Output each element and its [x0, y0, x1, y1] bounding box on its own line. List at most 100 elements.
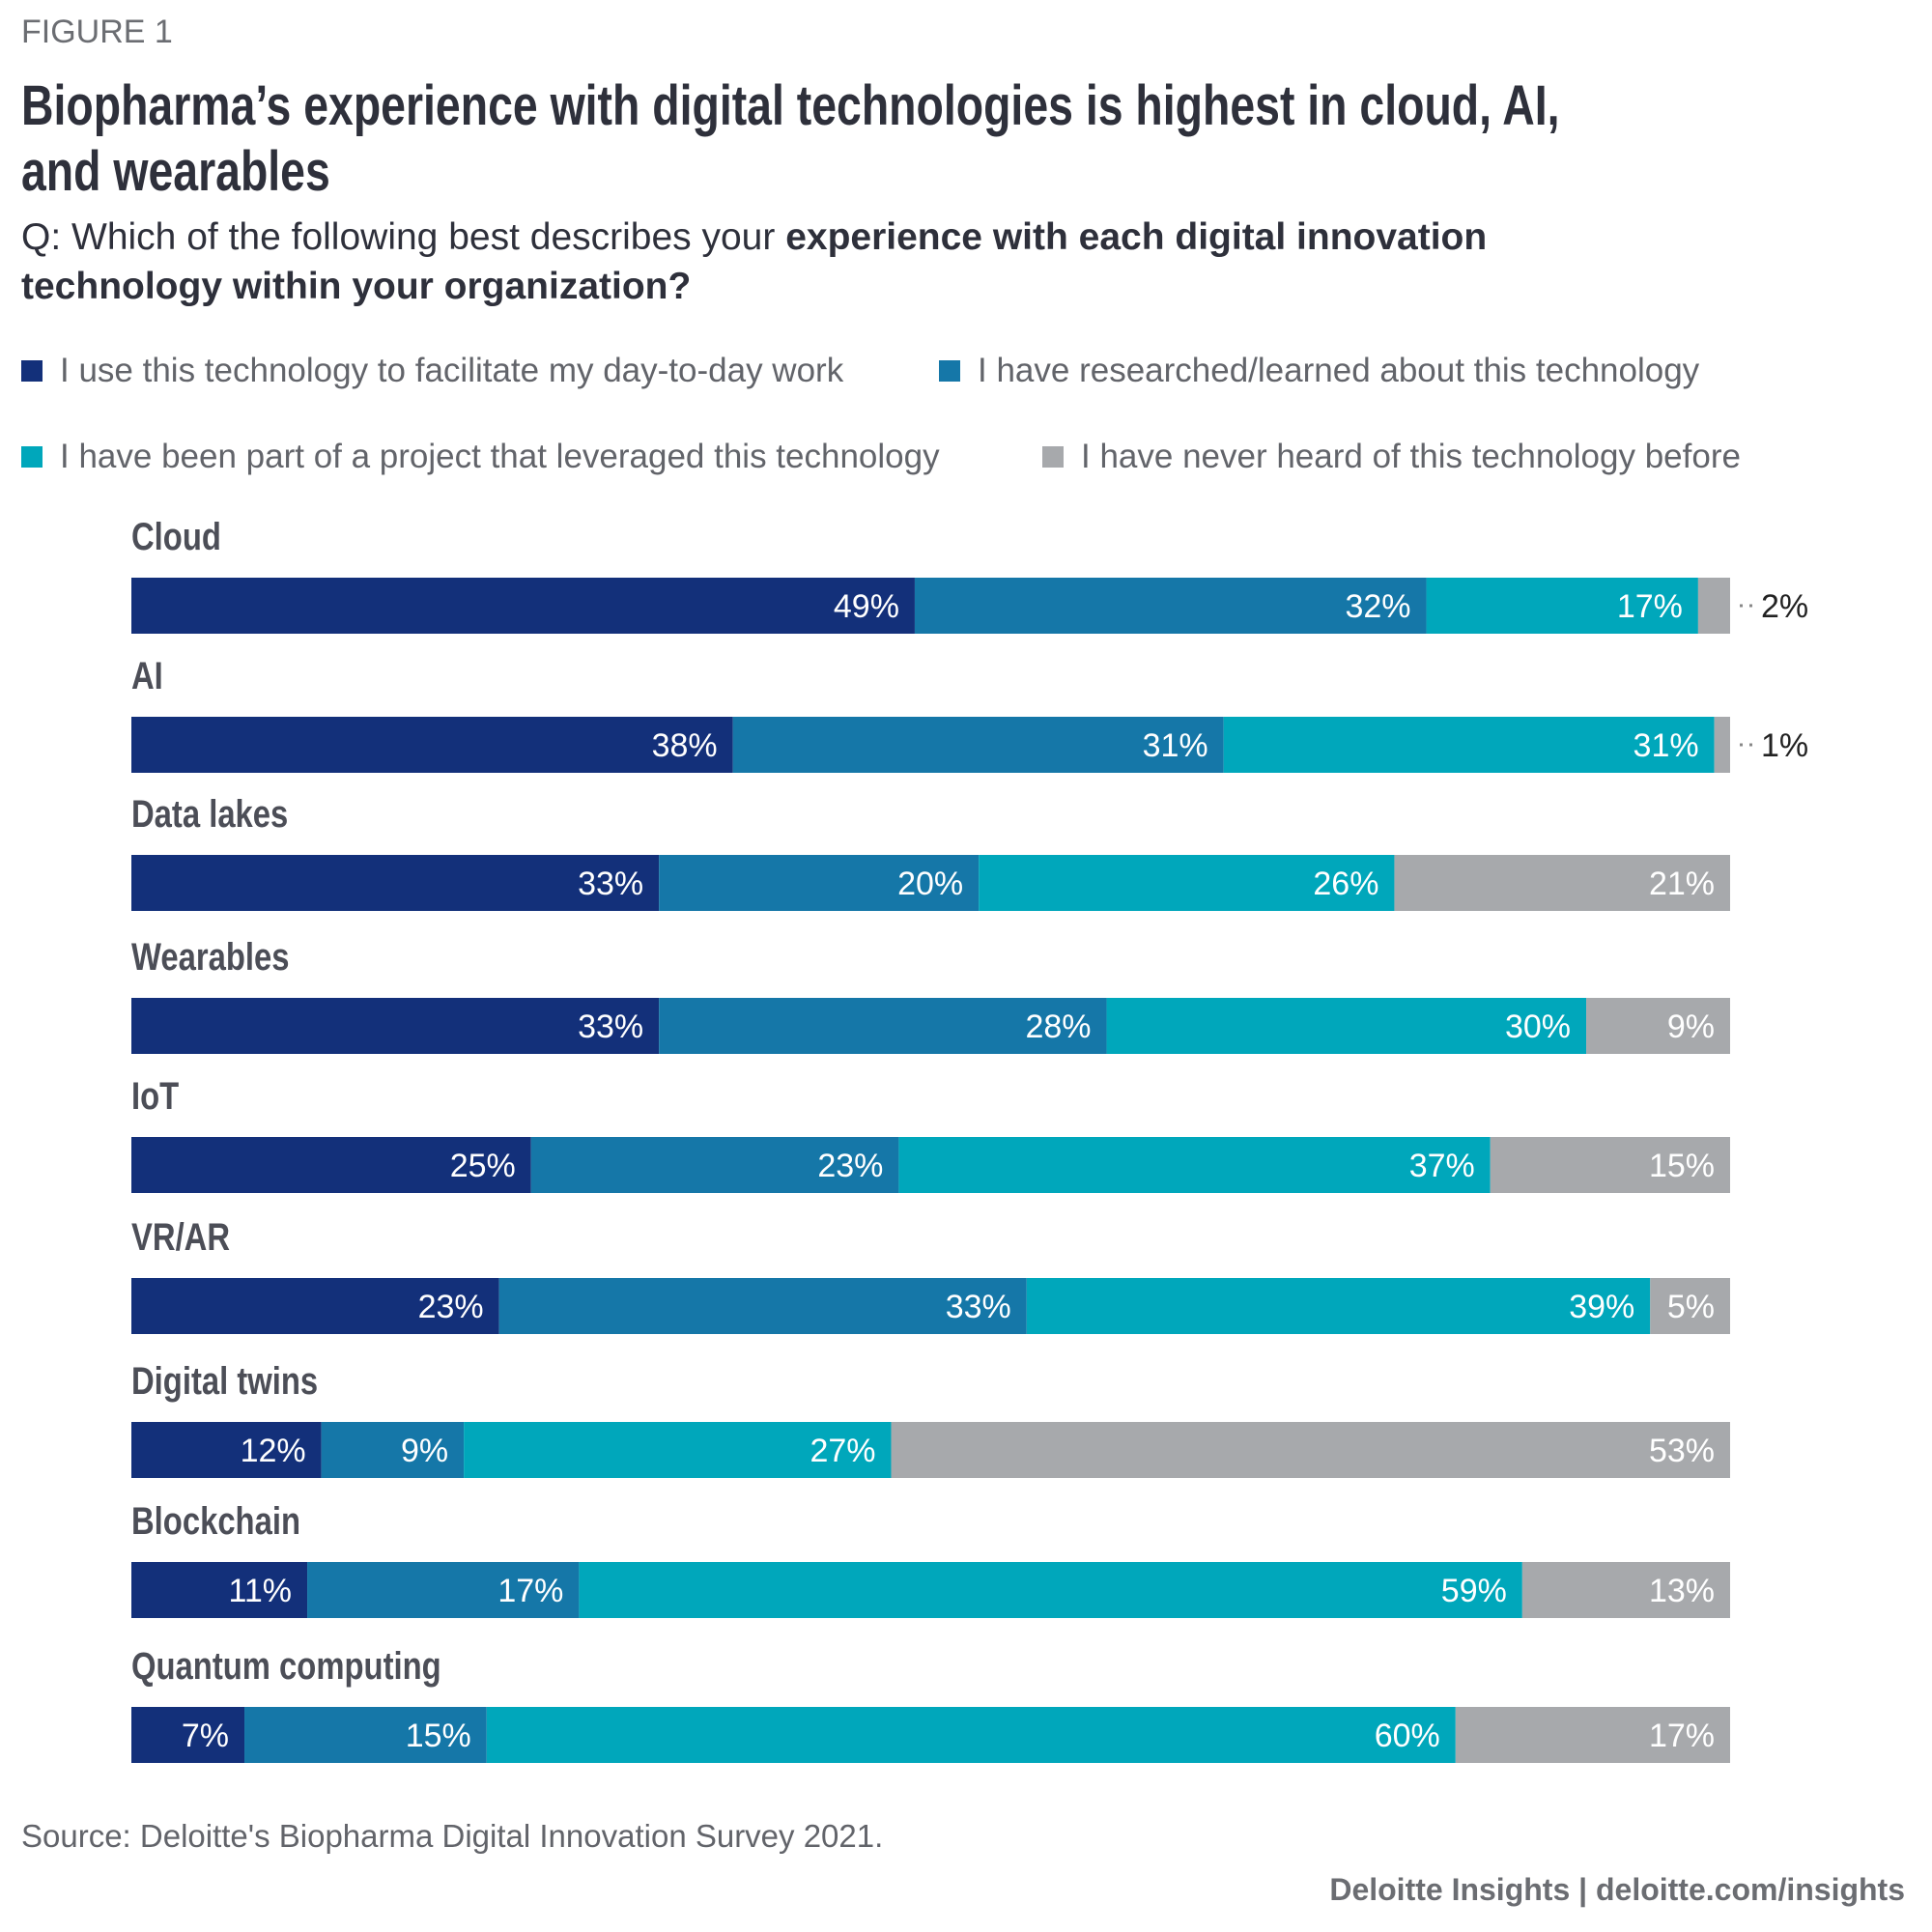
- bar-segment: [131, 717, 733, 773]
- legend-swatch: [21, 360, 43, 382]
- data-label: 15%: [1649, 1148, 1715, 1184]
- bar-segment: [464, 1422, 892, 1478]
- bar-segment: [1394, 855, 1730, 911]
- bar-segment: [131, 1707, 245, 1763]
- legend-swatch: [21, 446, 43, 468]
- data-label: 33%: [578, 866, 643, 902]
- bar-segment: [530, 1137, 899, 1193]
- category-label: AI: [131, 655, 163, 697]
- data-label: 31%: [1143, 727, 1208, 764]
- data-label: 39%: [1569, 1289, 1634, 1325]
- data-label: 1%: [1761, 727, 1808, 764]
- data-label: 37%: [1409, 1148, 1475, 1184]
- data-label: 26%: [1313, 866, 1378, 902]
- category-label: VR/AR: [131, 1216, 231, 1259]
- data-label: 60%: [1375, 1718, 1440, 1754]
- bar-segment: [131, 855, 660, 911]
- data-label: 11%: [229, 1573, 293, 1609]
- data-label: 13%: [1649, 1573, 1715, 1609]
- bar-segment: [131, 1422, 322, 1478]
- bar-segment: [244, 1707, 487, 1763]
- bar-segment: [1426, 578, 1698, 634]
- bar-segment: [914, 578, 1427, 634]
- bar-segment: [1714, 717, 1730, 773]
- data-label: 17%: [497, 1573, 563, 1609]
- bar-segment: [1026, 1278, 1651, 1334]
- bar-segment: [131, 578, 915, 634]
- data-label: 17%: [1617, 588, 1683, 625]
- data-label: 2%: [1761, 588, 1808, 625]
- bar-segment: [131, 1562, 308, 1618]
- bar-segment: [659, 855, 980, 911]
- legend-item-project: I have been part of a project that lever…: [21, 438, 940, 476]
- bar-segment: [131, 1278, 499, 1334]
- data-label: 33%: [946, 1289, 1011, 1325]
- category-label: Wearables: [131, 936, 290, 979]
- data-label: 28%: [1025, 1009, 1091, 1045]
- bar-segment: [1521, 1562, 1730, 1618]
- data-label: 25%: [450, 1148, 516, 1184]
- data-label: 38%: [652, 727, 718, 764]
- legend-label: I have researched/learned about this tec…: [978, 352, 1700, 389]
- chart-subtitle: Q: Which of the following best describes…: [21, 213, 1683, 311]
- bar-segment: [659, 998, 1107, 1054]
- figure-label: FIGURE 1: [21, 14, 173, 50]
- subtitle-bold: experience with each digital innovation …: [21, 216, 1488, 307]
- bar-segment: [131, 1137, 531, 1193]
- title-line-2: and wearables: [21, 140, 330, 203]
- data-label: 30%: [1505, 1009, 1571, 1045]
- data-label: 21%: [1649, 866, 1715, 902]
- data-label: 33%: [578, 1009, 643, 1045]
- bar-segment: [1106, 998, 1587, 1054]
- subtitle-regular: Q: Which of the following best describes…: [21, 216, 786, 258]
- category-label: Digital twins: [131, 1360, 319, 1403]
- data-label: 20%: [897, 866, 963, 902]
- data-label: 5%: [1667, 1289, 1715, 1325]
- bar-segment: [898, 1137, 1491, 1193]
- bar-segment: [1697, 578, 1730, 634]
- data-label: 9%: [1667, 1009, 1715, 1045]
- data-label: 27%: [810, 1433, 875, 1469]
- bar-segment: [1455, 1707, 1730, 1763]
- data-label: 7%: [182, 1718, 229, 1754]
- data-label: 31%: [1634, 727, 1699, 764]
- bar-segment: [486, 1707, 1456, 1763]
- data-label: 59%: [1441, 1573, 1507, 1609]
- data-label: 17%: [1649, 1718, 1715, 1754]
- bar-segment: [1650, 1278, 1730, 1334]
- category-label: IoT: [131, 1075, 180, 1118]
- bar-segment: [1223, 717, 1715, 773]
- title-line-1: Biopharma’s experience with digital tech…: [21, 74, 1560, 137]
- legend-swatch: [939, 360, 960, 382]
- bar-segment: [1586, 998, 1730, 1054]
- data-label: 32%: [1345, 588, 1410, 625]
- legend-label: I have been part of a project that lever…: [60, 438, 940, 475]
- legend-item-day-to-day: I use this technology to facilitate my d…: [21, 352, 843, 390]
- legend-item-never-heard: I have never heard of this technology be…: [1042, 438, 1741, 476]
- bar-segment: [498, 1278, 1027, 1334]
- footer-credit: Deloitte Insights | deloitte.com/insight…: [1329, 1872, 1905, 1907]
- category-label: Quantum computing: [131, 1645, 441, 1688]
- bar-segment: [579, 1562, 1522, 1618]
- bar-segment: [979, 855, 1395, 911]
- source-note: Source: Deloitte's Biopharma Digital Inn…: [21, 1818, 884, 1854]
- bar-segment: [131, 998, 660, 1054]
- data-label: 9%: [401, 1433, 448, 1469]
- bar-segment: [891, 1422, 1730, 1478]
- legend-swatch: [1042, 446, 1064, 468]
- bar-segment: [1490, 1137, 1730, 1193]
- legend-label: I use this technology to facilitate my d…: [60, 352, 844, 389]
- legend-label: I have never heard of this technology be…: [1081, 438, 1741, 475]
- data-label: 49%: [834, 588, 899, 625]
- data-label: 23%: [418, 1289, 484, 1325]
- bar-segment: [732, 717, 1224, 773]
- category-label: Blockchain: [131, 1500, 300, 1543]
- data-label: 15%: [406, 1718, 471, 1754]
- data-label: 53%: [1649, 1433, 1715, 1469]
- data-label: 23%: [817, 1148, 883, 1184]
- legend-item-researched: I have researched/learned about this tec…: [939, 352, 1699, 390]
- chart-title: Biopharma’s experience with digital tech…: [21, 73, 1559, 205]
- bar-segment: [307, 1562, 580, 1618]
- bar-segment: [321, 1422, 465, 1478]
- category-label: Cloud: [131, 516, 221, 558]
